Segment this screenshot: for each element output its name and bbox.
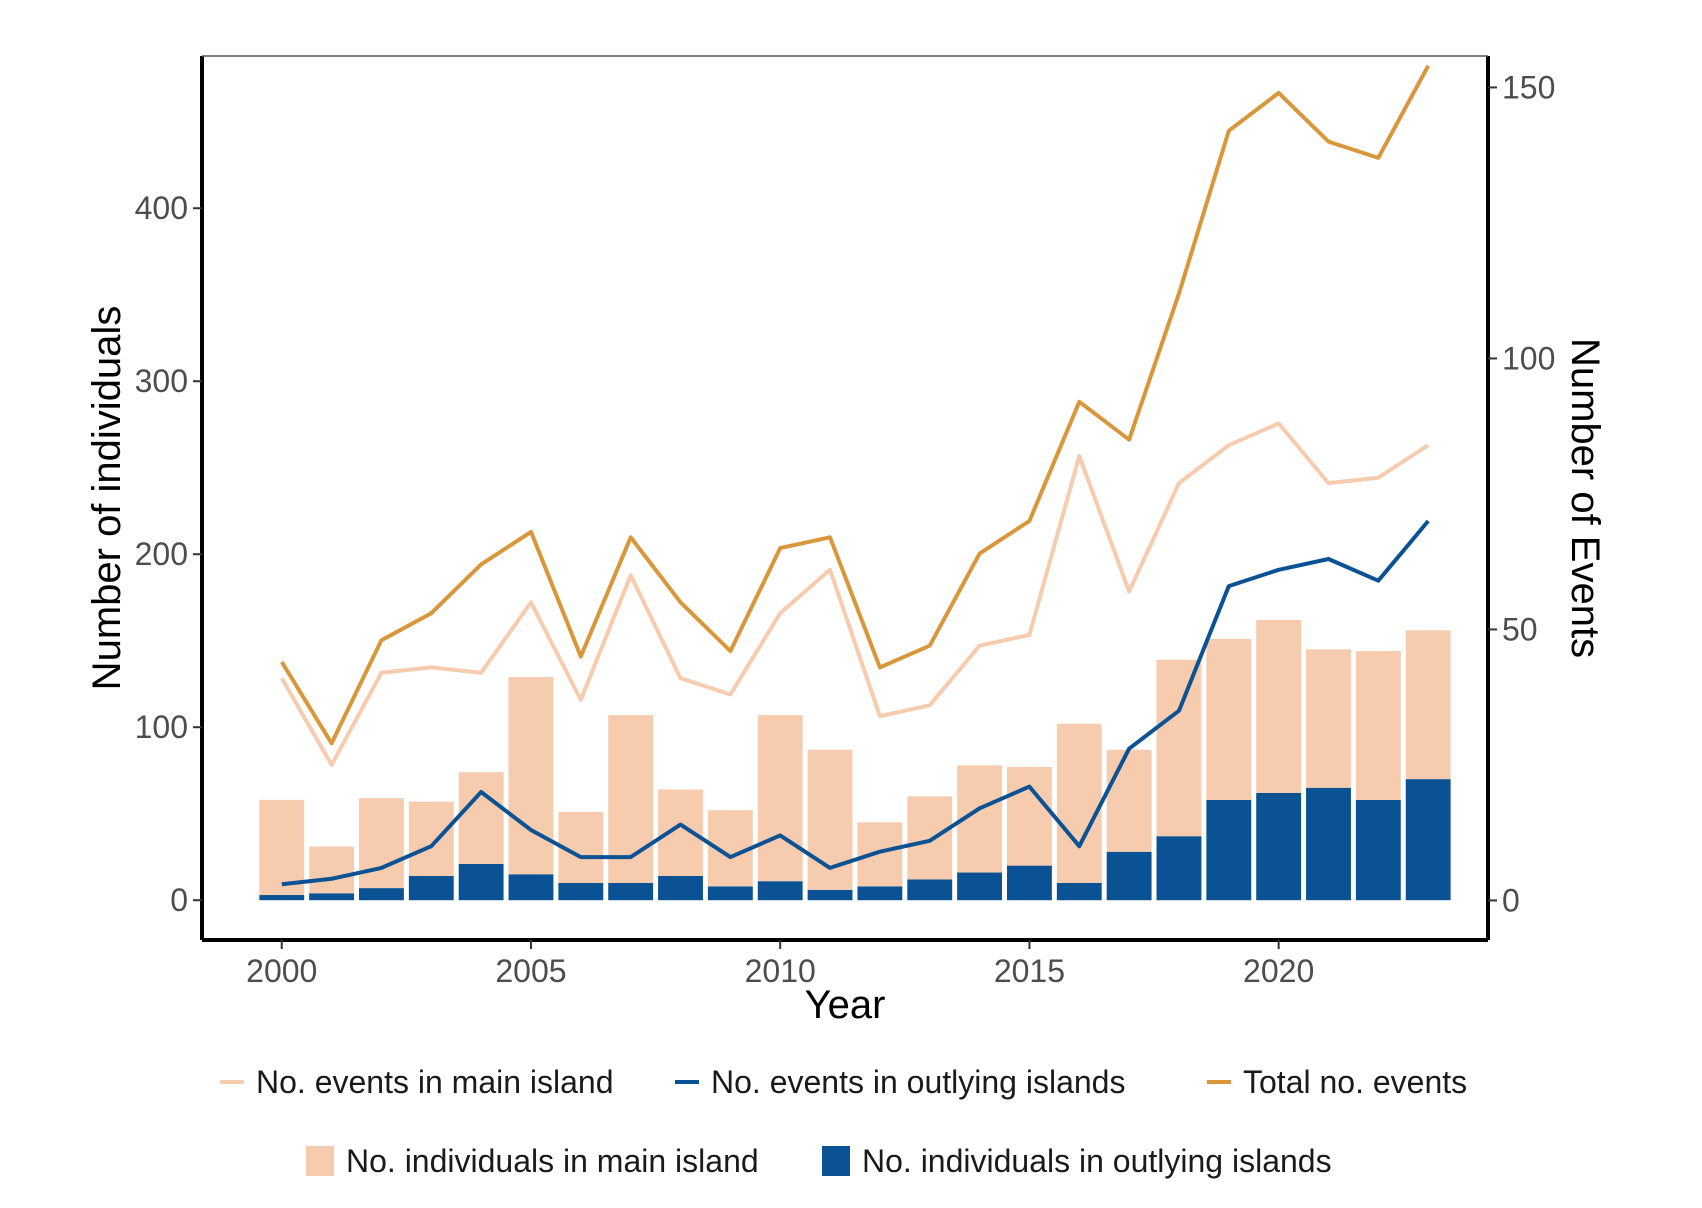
- legend-label-total-events: Total no. events: [1243, 1064, 1467, 1100]
- y-tick-label-right-0: 0: [1502, 882, 1520, 918]
- legend-label-individuals-outlying: No. individuals in outlying islands: [862, 1143, 1332, 1179]
- legend-label-events-outlying: No. events in outlying islands: [711, 1064, 1125, 1100]
- x-axis-title: Year: [805, 983, 886, 1027]
- bar-outlying-2003: [408, 875, 454, 901]
- legend-key-individuals-outlying: [822, 1146, 850, 1176]
- bar-outlying-2006: [558, 882, 604, 901]
- legend-key-individuals-main: [306, 1146, 334, 1176]
- bar-main-2001: [309, 846, 355, 894]
- bar-main-2016: [1056, 723, 1102, 883]
- bar-main-2020: [1256, 619, 1302, 793]
- lines-layer: [280, 64, 1430, 887]
- bar-outlying-2010: [757, 881, 803, 901]
- bar-main-2018: [1156, 659, 1202, 837]
- bar-outlying-2000: [259, 895, 305, 901]
- y-tick-label-left-300: 300: [135, 363, 188, 399]
- x-tick-label-2015: 2015: [994, 953, 1065, 989]
- x-tick-label-2020: 2020: [1243, 953, 1314, 989]
- x-tick-label-2005: 2005: [495, 953, 566, 989]
- bar-main-2017: [1106, 749, 1152, 852]
- bar-main-2005: [508, 677, 554, 875]
- x-tick-label-2000: 2000: [246, 953, 317, 989]
- legend-line-row: No. events in main island No. events in …: [220, 1064, 1467, 1100]
- bar-outlying-2002: [359, 888, 404, 901]
- bar-outlying-2019: [1206, 799, 1252, 901]
- bar-outlying-2023: [1405, 779, 1451, 901]
- bar-main-2021: [1306, 649, 1351, 788]
- bar-outlying-2005: [508, 874, 554, 901]
- bar-outlying-2004: [458, 863, 504, 901]
- bar-main-2002: [359, 798, 404, 889]
- bar-outlying-2016: [1056, 882, 1102, 901]
- bar-outlying-2013: [907, 879, 953, 901]
- bar-main-2015: [1006, 767, 1052, 866]
- y-tick-label-left-100: 100: [135, 709, 188, 745]
- y-tick-label-right-100: 100: [1502, 340, 1555, 376]
- y-axis-title-right: Number of Events: [1563, 338, 1607, 658]
- legend-label-individuals-main: No. individuals in main island: [346, 1143, 759, 1179]
- line-total-events: [280, 64, 1430, 746]
- x-tick-label-2010: 2010: [745, 953, 816, 989]
- bar-outlying-2011: [807, 889, 853, 901]
- bar-main-2019: [1206, 638, 1252, 800]
- bar-outlying-2007: [608, 882, 654, 901]
- bar-outlying-2017: [1106, 851, 1152, 901]
- line-events-main: [280, 421, 1430, 767]
- bars-layer: [259, 619, 1451, 901]
- axes-layer: 0 100 200 300 400 0 50 100 150 2000 2005 2010 2015 20…: [135, 69, 1556, 989]
- bar-outlying-2008: [658, 875, 703, 901]
- y-tick-label-right-50: 50: [1502, 611, 1538, 647]
- bar-outlying-2015: [1006, 865, 1052, 901]
- bar-outlying-2021: [1306, 787, 1351, 901]
- y-axis-title-left: Number of individuals: [85, 306, 129, 691]
- bar-outlying-2012: [857, 886, 903, 901]
- bar-main-2004: [458, 772, 504, 864]
- bar-outlying-2001: [309, 893, 355, 901]
- y-tick-label-left-400: 400: [135, 190, 188, 226]
- legend-bar-row: No. individuals in main island No. indiv…: [306, 1143, 1332, 1179]
- bar-main-2022: [1355, 651, 1401, 800]
- legend-label-events-main: No. events in main island: [256, 1064, 614, 1100]
- bar-outlying-2014: [957, 872, 1003, 901]
- bar-main-2010: [757, 715, 803, 882]
- bar-outlying-2009: [707, 886, 753, 901]
- bar-main-2012: [857, 822, 903, 887]
- bar-main-2003: [408, 801, 454, 876]
- bar-outlying-2020: [1256, 792, 1302, 901]
- bar-main-2013: [907, 796, 953, 880]
- bar-outlying-2022: [1355, 799, 1401, 901]
- y-tick-label-right-150: 150: [1502, 69, 1555, 105]
- bar-main-2023: [1405, 630, 1451, 780]
- y-tick-label-left-200: 200: [135, 536, 188, 572]
- bar-outlying-2018: [1156, 836, 1202, 901]
- line-events-outlying: [281, 519, 1430, 887]
- bar-main-2000: [259, 799, 305, 896]
- y-tick-label-left-0: 0: [170, 882, 188, 918]
